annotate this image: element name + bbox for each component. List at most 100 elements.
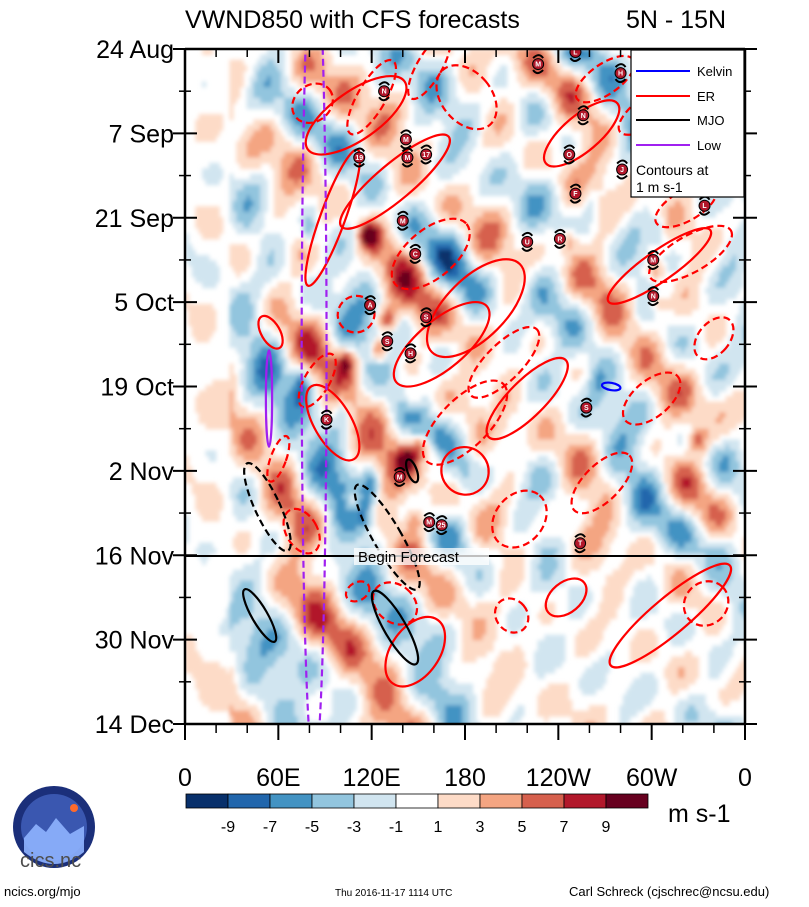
storm-marker: M <box>401 147 414 168</box>
legend-note-line1: Contours at <box>636 162 708 178</box>
storm-marker-label: L <box>702 203 707 210</box>
storm-marker-swirl <box>420 307 432 328</box>
colorbar-swatch <box>227 793 271 809</box>
colorbar: -9 -7 -5 -3 -1 1 3 5 7 9 <box>185 793 649 836</box>
contour-line <box>693 316 735 361</box>
storm-marker: S <box>381 331 394 352</box>
contour-line <box>384 615 447 688</box>
storm-marker-label: H <box>618 71 623 78</box>
storm-marker-dot <box>574 537 587 550</box>
colorbar-swatch <box>479 793 523 809</box>
storm-marker-dot <box>698 199 711 212</box>
colorbar-label: -1 <box>389 819 403 836</box>
storm-marker: M <box>393 466 406 487</box>
legend-label-kelvin: Kelvin <box>697 64 732 79</box>
colorbar-label: 7 <box>560 819 569 836</box>
storm-marker-swirl <box>420 144 432 165</box>
storm-marker-label: M <box>535 62 541 69</box>
y-tick-label: 19 Oct <box>100 374 174 402</box>
storm-marker-dot <box>401 151 414 164</box>
y-tick-label: 24 Aug <box>96 36 174 64</box>
contour-line <box>435 64 498 131</box>
storm-marker-swirl <box>574 533 586 554</box>
storm-marker: 25 <box>435 515 448 536</box>
storm-marker: R <box>553 228 566 249</box>
cics-logo: cics.nc <box>13 786 95 872</box>
legend-label-er: ER <box>697 89 715 104</box>
storm-marker: U <box>521 231 534 252</box>
x-tick-label: 180 <box>444 764 486 792</box>
contour-line <box>390 217 471 291</box>
storm-marker-dot <box>577 109 590 122</box>
contour-line <box>491 489 548 549</box>
storm-marker-swirl <box>647 286 660 307</box>
contour-line <box>305 383 361 462</box>
storm-marker-dot <box>353 151 366 164</box>
storm-marker-swirl <box>647 249 660 270</box>
storm-marker-swirl <box>616 159 628 180</box>
colorbar-swatch <box>353 793 397 809</box>
contour-line <box>264 349 274 448</box>
storm-marker-label: T <box>578 541 583 548</box>
storm-marker-dot <box>378 85 391 98</box>
storm-marker-label: N <box>581 113 586 120</box>
storm-marker-label: A <box>368 303 373 310</box>
storm-marker: L <box>569 49 582 63</box>
legend-entry-er: ER <box>636 89 715 104</box>
storm-marker-dot <box>423 516 436 529</box>
legend-box <box>630 49 745 198</box>
colorbar-swatch <box>563 793 607 809</box>
x-tick-label: 120E <box>342 764 400 792</box>
storm-marker: H <box>614 63 627 84</box>
storm-marker: M <box>396 210 409 231</box>
storm-marker: 19 <box>353 147 366 168</box>
contour-line <box>421 379 509 466</box>
colorbar-swatch <box>605 793 649 809</box>
storm-marker-swirl <box>409 243 422 264</box>
storm-marker-swirl <box>577 105 590 126</box>
storm-marker: N <box>647 286 660 307</box>
storm-marker-swirl <box>423 512 436 533</box>
colorbar-swatch <box>311 793 355 809</box>
storm-marker-swirl <box>554 228 566 249</box>
y-tick-label: 2 Nov <box>109 458 175 486</box>
storm-marker-swirl <box>563 144 576 165</box>
colorbar-swatch <box>395 793 439 809</box>
storm-marker-swirl <box>435 515 448 536</box>
storm-marker: N <box>378 81 391 102</box>
storm-marker-label: O <box>566 152 572 159</box>
storm-marker-label: C <box>413 251 418 258</box>
storm-marker-dot <box>553 232 566 245</box>
storm-marker-label: H <box>408 351 413 358</box>
colorbar-swatch <box>185 793 229 809</box>
contour-line <box>608 562 733 669</box>
contour-line <box>300 49 328 724</box>
storm-marker-label: J <box>620 167 624 174</box>
contour-line <box>600 381 622 392</box>
storm-marker: J <box>616 159 629 180</box>
contour-line <box>570 451 634 515</box>
footer-url[interactable]: ncics.org/mjo <box>4 884 81 899</box>
colorbar-label: -3 <box>347 819 361 836</box>
storm-marker-dot <box>381 335 394 348</box>
storm-marker: O <box>563 144 576 165</box>
contour-line <box>266 434 291 483</box>
footer-credit: Carl Schreck (cjschrec@ncsu.edu) <box>569 884 770 899</box>
storm-marker: M <box>399 129 412 150</box>
contour-line <box>440 445 490 496</box>
y-tick-label: 5 Oct <box>114 289 174 317</box>
storm-marker-label: 17 <box>422 152 430 159</box>
storm-marker-label: S <box>424 315 429 322</box>
colorbar-swatch <box>521 793 565 809</box>
contour-line <box>467 325 541 399</box>
legend: Kelvin ER MJO Low Contours at 1 m s-1 <box>630 49 745 198</box>
storm-marker-swirl <box>396 210 409 231</box>
storm-marker-dot <box>569 49 582 59</box>
y-tick-label: 16 Nov <box>95 542 175 570</box>
storm-marker: N <box>577 105 590 126</box>
storm-marker-label: M <box>400 218 406 225</box>
storm-marker: F <box>569 183 582 204</box>
y-tick-label: 30 Nov <box>95 627 175 655</box>
storm-marker-label: S <box>385 339 390 346</box>
